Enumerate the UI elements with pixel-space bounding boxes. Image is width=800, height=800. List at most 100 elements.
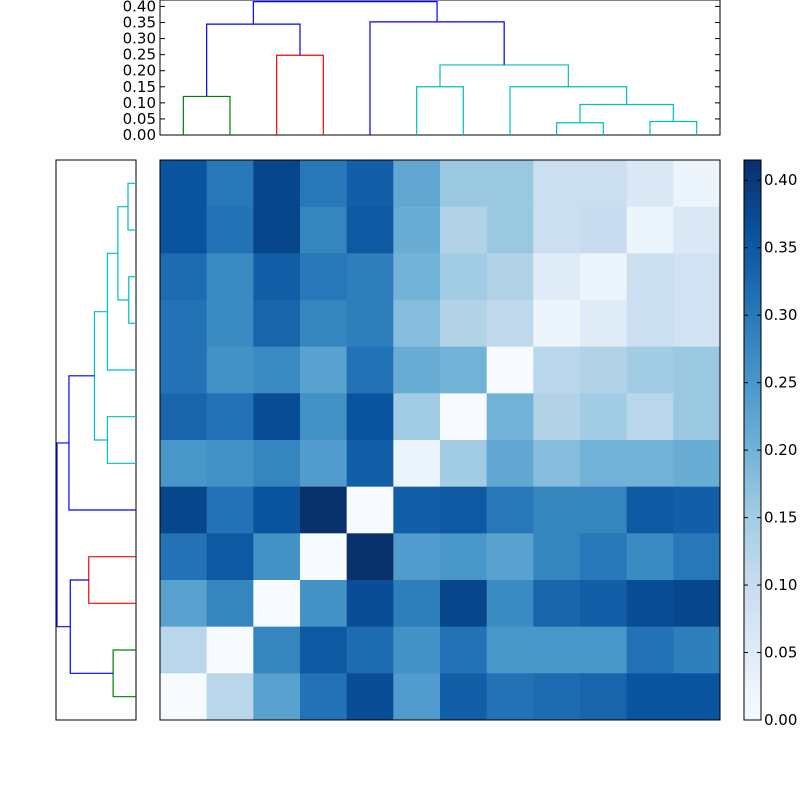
heatmap-cell: [533, 206, 581, 254]
left-dendrogram-link: [68, 375, 136, 511]
heatmap-cell: [580, 300, 628, 348]
heatmap-cell: [346, 346, 394, 394]
heatmap-cell: [486, 300, 534, 348]
heatmap-cell: [300, 673, 348, 721]
heatmap-cell: [253, 160, 301, 208]
heatmap-cell: [300, 393, 348, 441]
colorbar: 0.00 0.05 0.10 0.15 0.20 0.25 0.30 0.35 0.40: [743, 159, 797, 729]
heatmap-cell: [393, 160, 441, 208]
heatmap-cell: [486, 253, 534, 301]
left-dendrogram-link: [127, 182, 136, 231]
heatmap-cell: [206, 160, 254, 208]
heatmap-cell: [533, 393, 581, 441]
heatmap-cell: [160, 580, 208, 628]
heatmap-cell: [300, 580, 348, 628]
heatmap-cell: [346, 626, 394, 674]
heatmap-cell: [626, 160, 674, 208]
colorbar-tick-label: 0.20: [764, 441, 797, 459]
colorbar-tick-label: 0.30: [764, 306, 797, 324]
top-dendrogram-link: [556, 122, 604, 135]
heatmap-cell: [626, 580, 674, 628]
heatmap-cell: [626, 626, 674, 674]
heatmap-cell: [580, 486, 628, 534]
heatmap-cell: [486, 440, 534, 488]
heatmap-cell: [533, 300, 581, 348]
heatmap-cell: [206, 533, 254, 581]
heatmap-cell: [393, 300, 441, 348]
heatmap-cell: [253, 673, 301, 721]
heatmap-cell: [300, 160, 348, 208]
top-dendrogram-frame: [159, 0, 721, 136]
heatmap-cell: [206, 206, 254, 254]
heatmap-cell: [160, 440, 208, 488]
heatmap-cell: [206, 440, 254, 488]
top-dendrogram-link: [416, 86, 464, 135]
left-dendrogram-link: [56, 442, 71, 628]
heatmap-cell: [300, 206, 348, 254]
heatmap-cell: [253, 346, 301, 394]
heatmap-cell: [206, 673, 254, 721]
heatmap-cell: [440, 206, 488, 254]
heatmap-cell: [626, 300, 674, 348]
heatmap-cell: [253, 300, 301, 348]
top-dendrogram-link: [579, 103, 674, 123]
heatmap-cell: [346, 580, 394, 628]
heatmap-cell: [300, 626, 348, 674]
heatmap-cell: [486, 486, 534, 534]
top-dendrogram-tick-label: 0.10: [123, 94, 156, 112]
heatmap-cell: [533, 486, 581, 534]
top-dendrogram-link: [252, 1, 438, 25]
heatmap-cell: [300, 533, 348, 581]
heatmap-cell: [346, 160, 394, 208]
heatmap-cell: [533, 580, 581, 628]
heatmap-cell: [440, 300, 488, 348]
heatmap-cell: [486, 580, 534, 628]
top-dendrogram-link: [182, 95, 231, 135]
heatmap-cell: [626, 440, 674, 488]
top-dendrogram-link: [369, 21, 505, 135]
heatmap-cell: [673, 160, 721, 208]
heatmap-cell: [393, 626, 441, 674]
heatmap-cell: [206, 486, 254, 534]
colorbar-tick-label: 0.00: [764, 711, 797, 729]
heatmap: [159, 159, 721, 721]
heatmap-cell: [253, 580, 301, 628]
heatmap-cell: [393, 673, 441, 721]
left-dendrogram-frame: [55, 159, 137, 721]
heatmap-cell: [160, 626, 208, 674]
heatmap-cell: [580, 626, 628, 674]
heatmap-cell: [253, 440, 301, 488]
heatmap-cell: [393, 346, 441, 394]
colorbar-tick-label: 0.25: [764, 374, 797, 392]
left-dendrogram-link: [93, 311, 108, 441]
heatmap-cell: [626, 486, 674, 534]
heatmap-cell: [300, 346, 348, 394]
heatmap-cell: [673, 673, 721, 721]
heatmap-cell: [393, 393, 441, 441]
heatmap-cell: [346, 440, 394, 488]
heatmap-cell: [253, 393, 301, 441]
top-dendrogram-tick-label: 0.05: [123, 110, 156, 128]
heatmap-cell: [346, 206, 394, 254]
left-dendrogram-link: [106, 252, 136, 371]
heatmap-cell: [160, 486, 208, 534]
top-dendrogram-tick-label: 0.00: [123, 126, 156, 144]
heatmap-cell: [580, 253, 628, 301]
heatmap-cell: [440, 253, 488, 301]
heatmap-cell: [300, 486, 348, 534]
colorbar-tick-label: 0.15: [764, 509, 797, 527]
heatmap-cell: [160, 346, 208, 394]
top-dendrogram-tick-label: 0.35: [123, 14, 156, 32]
colorbar-tick-label: 0.40: [764, 171, 797, 189]
heatmap-cell: [440, 160, 488, 208]
heatmap-cell: [160, 673, 208, 721]
heatmap-cell: [533, 673, 581, 721]
heatmap-cell: [300, 253, 348, 301]
heatmap-cell: [626, 346, 674, 394]
heatmap-cell: [486, 206, 534, 254]
heatmap-cell: [440, 440, 488, 488]
heatmap-cell: [486, 626, 534, 674]
heatmap-cell: [486, 393, 534, 441]
heatmap-cell: [346, 253, 394, 301]
